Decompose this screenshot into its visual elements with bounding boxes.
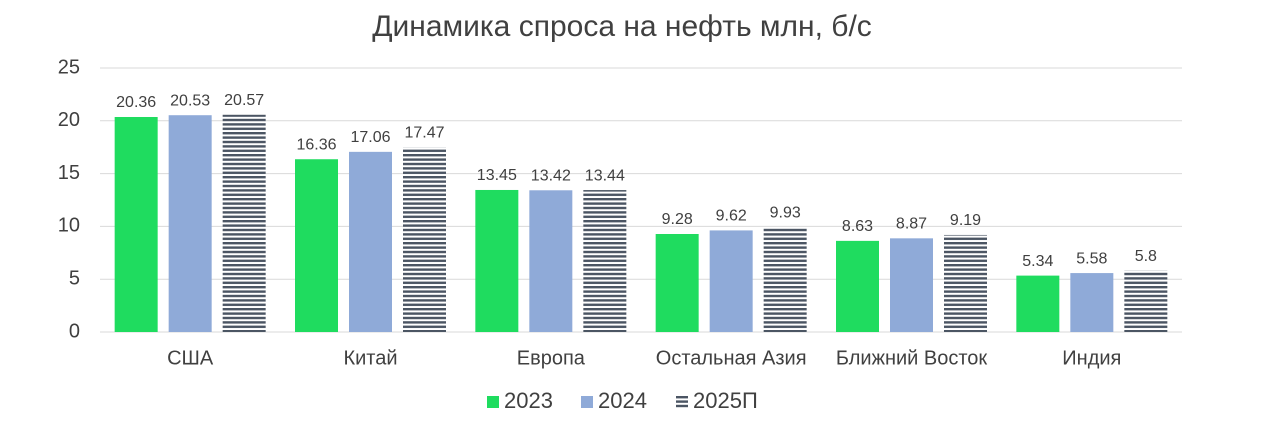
y-tick-label: 0: [69, 320, 80, 342]
bar: [222, 114, 266, 333]
value-label: 9.19: [950, 212, 981, 229]
value-label: 9.28: [662, 211, 693, 228]
x-tick-label: Ближний Восток: [836, 347, 988, 369]
bar: [475, 189, 519, 332]
legend-swatch: [676, 404, 688, 408]
x-tick-label: США: [167, 347, 214, 369]
bar: [709, 230, 753, 332]
y-tick-label: 25: [58, 56, 80, 78]
x-tick-label: Китай: [343, 347, 397, 369]
value-label: 20.36: [116, 94, 156, 111]
legend-swatch: [581, 396, 593, 408]
bar: [295, 159, 338, 332]
value-label: 16.36: [296, 136, 336, 153]
value-label: 8.63: [842, 218, 873, 235]
bar: [763, 227, 807, 332]
value-label: 8.87: [896, 216, 927, 233]
value-label: 9.62: [716, 208, 747, 225]
value-label: 5.8: [1135, 248, 1157, 265]
legend-swatch: [487, 396, 499, 408]
bar: [655, 234, 699, 332]
chart-title: Динамика спроса на нефть млн, б/с: [372, 10, 872, 43]
x-tick-label: Европа: [517, 347, 586, 369]
value-label: 20.53: [170, 92, 210, 109]
bar: [1016, 275, 1060, 332]
y-tick-label: 5: [69, 267, 80, 289]
legend-label: 2023: [504, 388, 553, 413]
legend-swatch: [676, 396, 688, 399]
x-tick-label: Остальная Азия: [656, 347, 807, 369]
value-label: 17.06: [350, 129, 390, 146]
bar: [583, 190, 627, 332]
value-label: 13.42: [531, 168, 571, 185]
value-label: 5.34: [1022, 253, 1053, 270]
value-label: 13.44: [585, 167, 625, 184]
y-tick-label: 15: [58, 162, 80, 184]
value-label: 20.57: [224, 92, 264, 109]
bar: [890, 238, 933, 332]
bar: [168, 115, 212, 332]
x-tick-label: Индия: [1062, 347, 1121, 369]
bar: [529, 190, 573, 332]
value-label: 5.58: [1076, 250, 1107, 267]
bar: [403, 147, 446, 332]
legend-label: 2024: [598, 388, 647, 413]
value-label: 13.45: [477, 167, 517, 184]
value-label: 17.47: [404, 125, 444, 142]
legend-label: 2025П: [693, 388, 758, 413]
bar: [349, 151, 392, 332]
bar: [1070, 273, 1114, 332]
bar: [836, 240, 879, 332]
value-label: 9.93: [770, 204, 801, 221]
legend-swatch: [676, 400, 688, 403]
y-tick-label: 10: [58, 215, 80, 237]
bar: [114, 116, 158, 332]
y-tick-label: 20: [58, 109, 80, 131]
bar: [944, 234, 987, 332]
bar: [1124, 270, 1168, 332]
